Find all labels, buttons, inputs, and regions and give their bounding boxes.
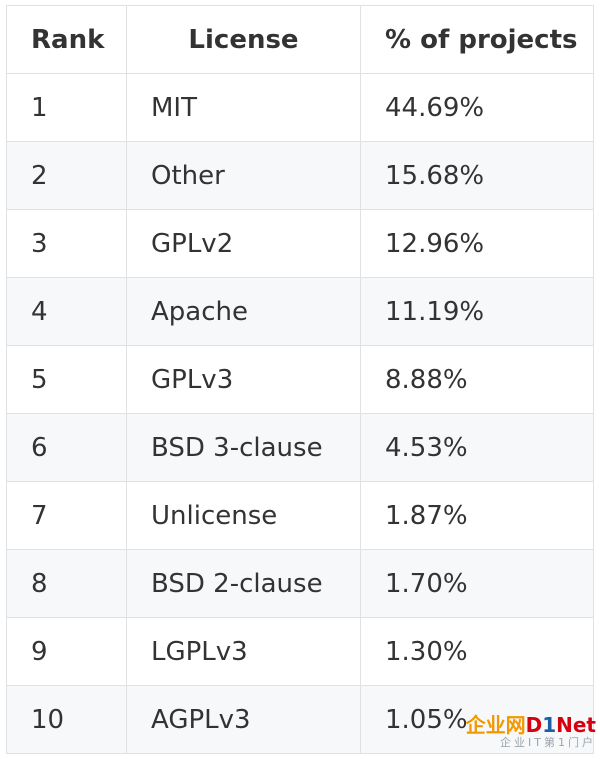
table-row: 6 BSD 3-clause 4.53%: [6, 413, 594, 482]
cell-percent: 1.87%: [360, 481, 594, 550]
license-ranking-table: Rank License % of projects 1 MIT 44.69% …: [6, 5, 594, 754]
cell-license: BSD 3-clause: [126, 413, 361, 482]
cell-percent: 15.68%: [360, 141, 594, 210]
cell-percent: 1.70%: [360, 549, 594, 618]
cell-rank: 6: [6, 413, 127, 482]
cell-rank: 5: [6, 345, 127, 414]
cell-rank: 9: [6, 617, 127, 686]
cell-license: Apache: [126, 277, 361, 346]
cell-rank: 3: [6, 209, 127, 278]
cell-rank: 2: [6, 141, 127, 210]
table-header: Rank License % of projects: [6, 5, 594, 74]
table-row: 4 Apache 11.19%: [6, 277, 594, 346]
table-row: 3 GPLv2 12.96%: [6, 209, 594, 278]
cell-rank: 4: [6, 277, 127, 346]
cell-percent: 1.05%: [360, 685, 594, 754]
cell-percent: 44.69%: [360, 73, 594, 142]
table-row: 1 MIT 44.69%: [6, 73, 594, 142]
cell-percent: 11.19%: [360, 277, 594, 346]
cell-rank: 7: [6, 481, 127, 550]
cell-percent: 8.88%: [360, 345, 594, 414]
cell-percent: 4.53%: [360, 413, 594, 482]
cell-license: GPLv3: [126, 345, 361, 414]
table-row: 10 AGPLv3 1.05%: [6, 685, 594, 754]
table-row: 9 LGPLv3 1.30%: [6, 617, 594, 686]
table-body: 1 MIT 44.69% 2 Other 15.68% 3 GPLv2 12.9…: [6, 73, 594, 754]
cell-rank: 1: [6, 73, 127, 142]
table-row: 2 Other 15.68%: [6, 141, 594, 210]
cell-rank: 10: [6, 685, 127, 754]
cell-license: Other: [126, 141, 361, 210]
cell-license: BSD 2-clause: [126, 549, 361, 618]
table-row: 5 GPLv3 8.88%: [6, 345, 594, 414]
table-row: 8 BSD 2-clause 1.70%: [6, 549, 594, 618]
header-rank: Rank: [6, 5, 127, 74]
header-percent: % of projects: [360, 5, 594, 74]
cell-license: LGPLv3: [126, 617, 361, 686]
cell-license: AGPLv3: [126, 685, 361, 754]
header-license: License: [126, 5, 361, 74]
cell-percent: 12.96%: [360, 209, 594, 278]
cell-rank: 8: [6, 549, 127, 618]
table-row: 7 Unlicense 1.87%: [6, 481, 594, 550]
cell-license: GPLv2: [126, 209, 361, 278]
cell-license: MIT: [126, 73, 361, 142]
cell-license: Unlicense: [126, 481, 361, 550]
cell-percent: 1.30%: [360, 617, 594, 686]
header-row: Rank License % of projects: [6, 5, 594, 74]
